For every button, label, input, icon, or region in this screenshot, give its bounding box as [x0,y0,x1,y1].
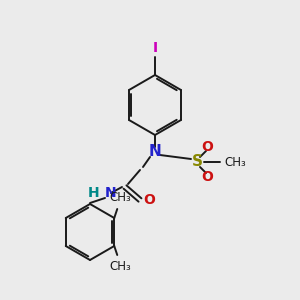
Text: CH₃: CH₃ [110,260,131,273]
Text: O: O [201,140,213,154]
Text: O: O [143,193,155,207]
Text: N: N [148,145,161,160]
Text: CH₃: CH₃ [110,191,131,204]
Text: I: I [152,41,158,55]
Text: CH₃: CH₃ [224,155,246,169]
Text: S: S [191,154,203,169]
Text: N: N [105,186,117,200]
Text: H: H [87,186,99,200]
Text: O: O [201,170,213,184]
